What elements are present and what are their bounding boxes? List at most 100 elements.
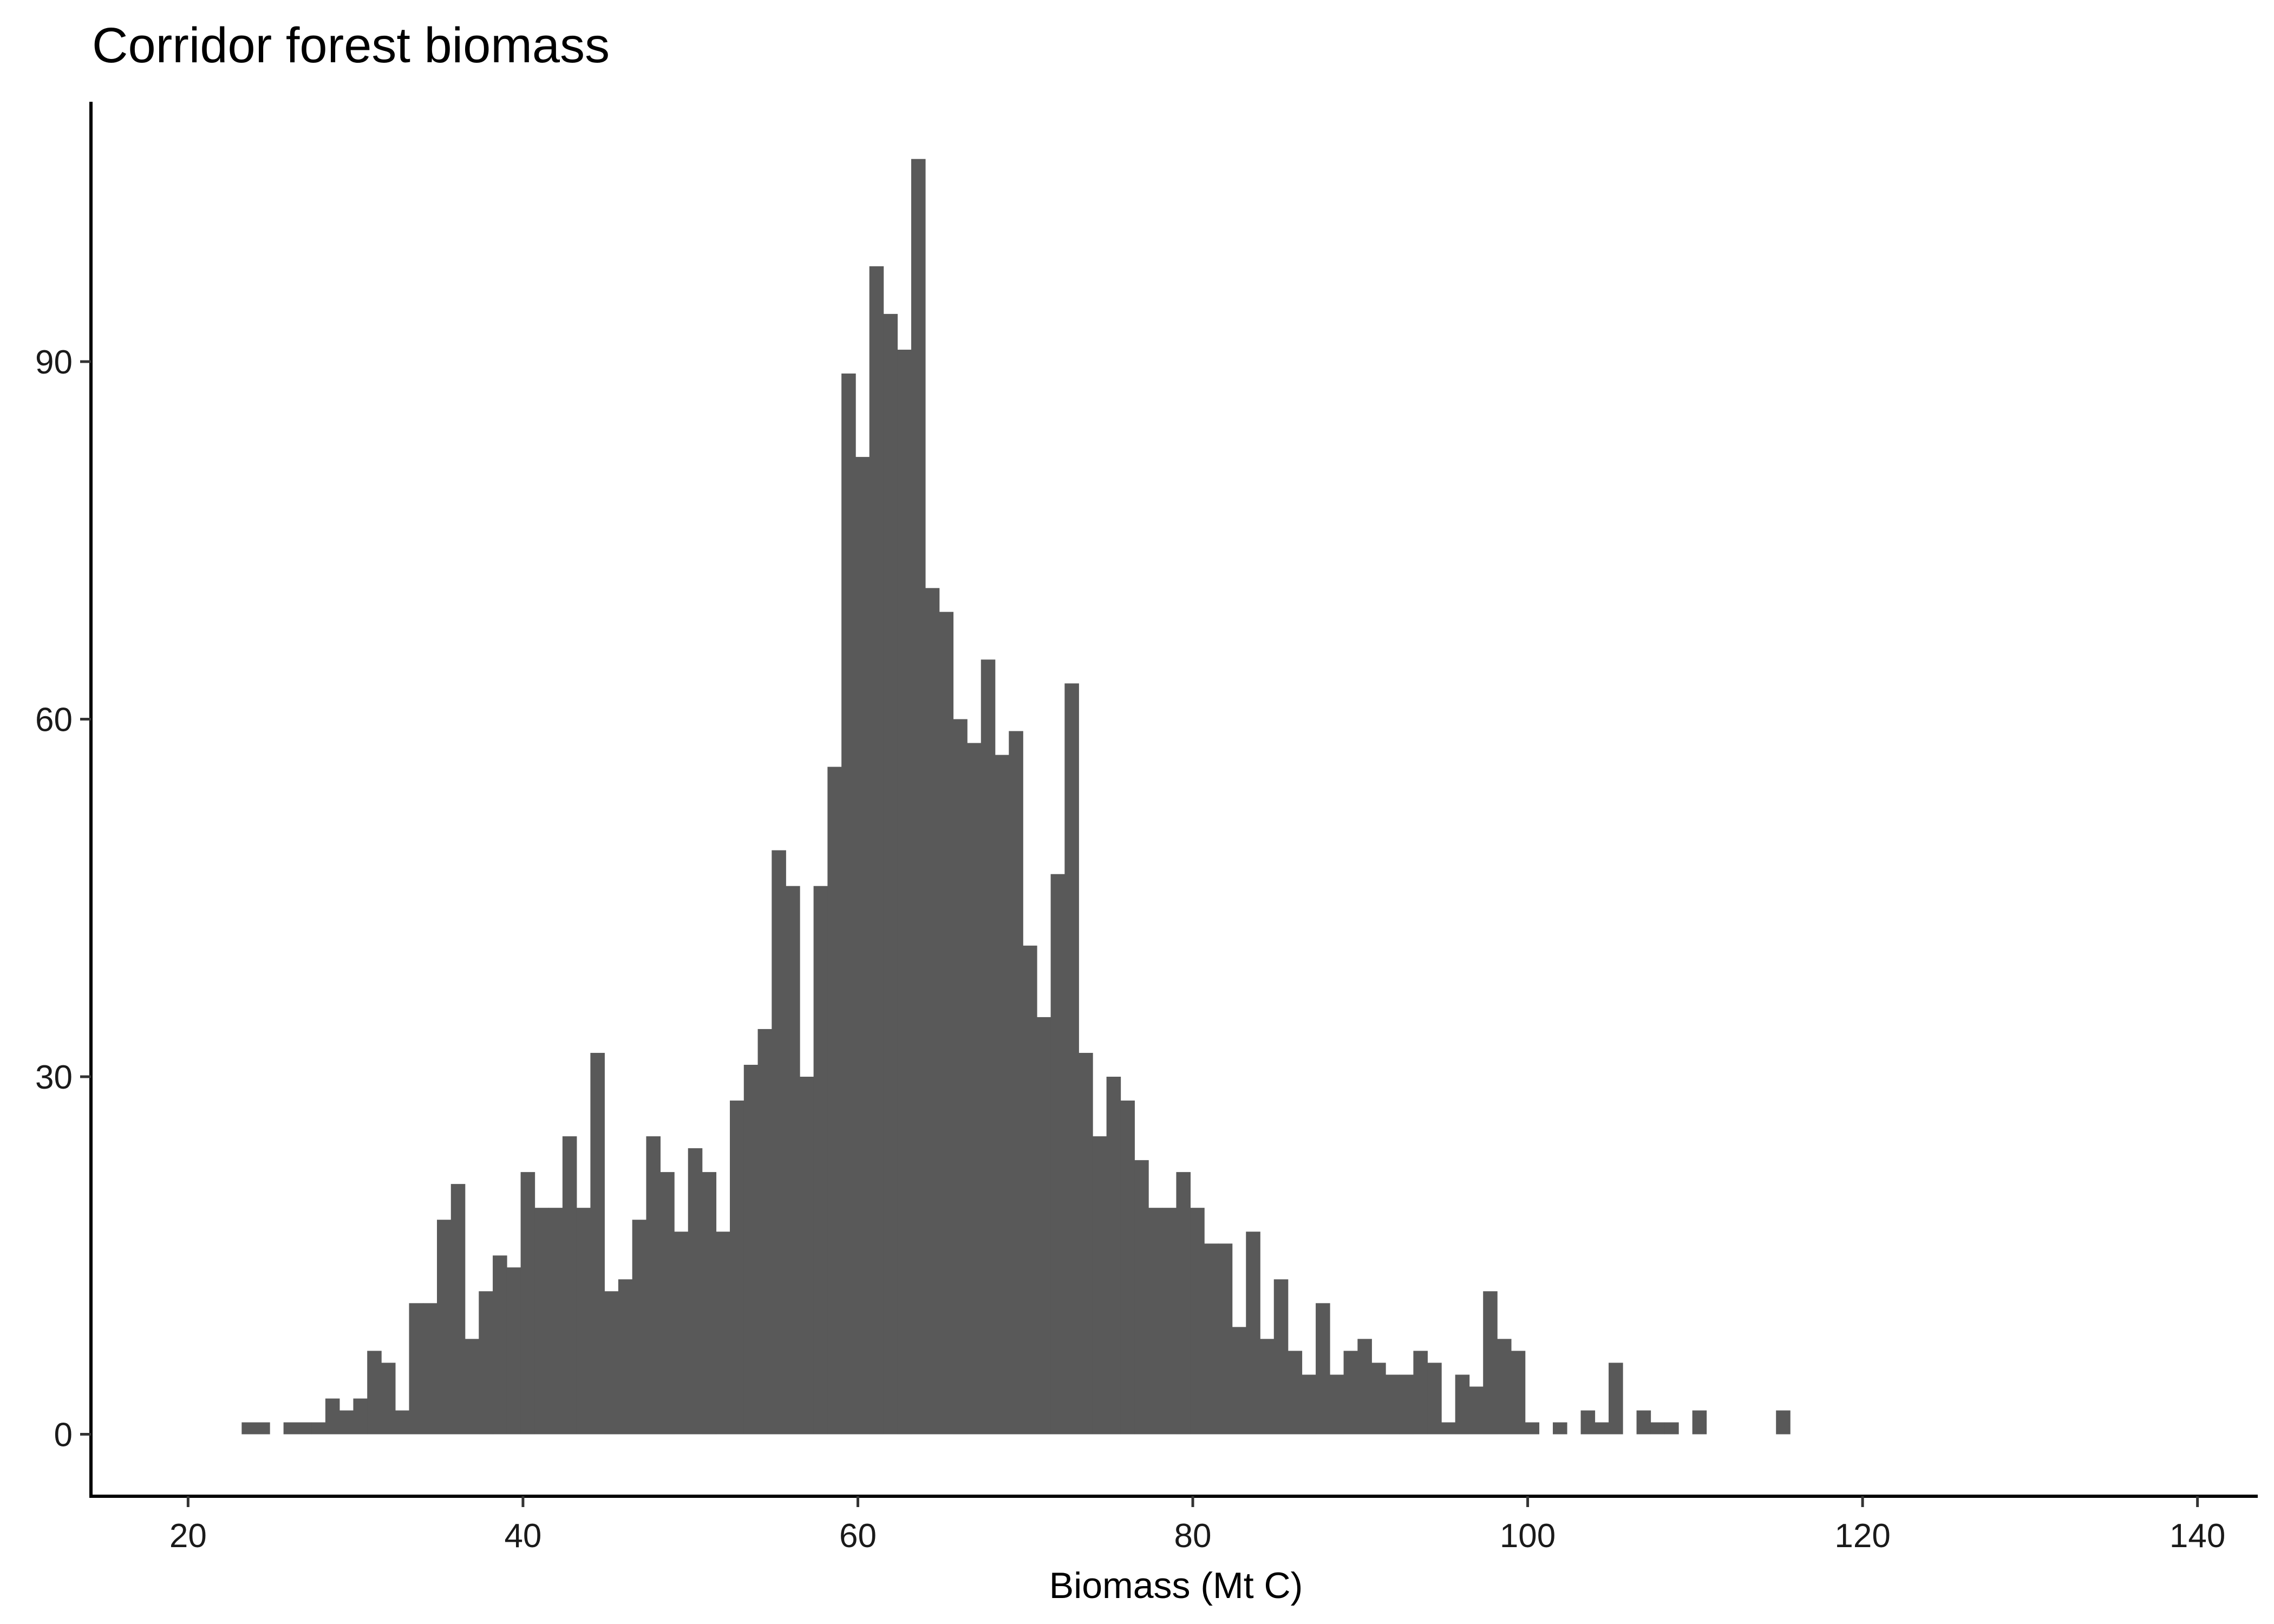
x-tick-label: 40 <box>504 1517 541 1555</box>
histogram-bar <box>646 1136 661 1435</box>
histogram-bar <box>311 1422 326 1435</box>
histogram-bar <box>548 1208 563 1435</box>
histogram-bar <box>799 1077 814 1435</box>
x-tick-label: 80 <box>1174 1517 1212 1555</box>
y-tick-label: 90 <box>35 344 73 381</box>
histogram-bar <box>562 1136 577 1435</box>
histogram-bar <box>465 1339 480 1435</box>
histogram-bar <box>1469 1386 1484 1435</box>
histogram-bar <box>855 457 870 1435</box>
histogram-bar <box>827 767 842 1435</box>
histogram-bar <box>1302 1374 1316 1435</box>
histogram-bar <box>786 886 800 1435</box>
y-tick-label: 30 <box>35 1059 73 1096</box>
histogram-bar <box>1176 1172 1191 1435</box>
histogram-bar <box>450 1184 466 1435</box>
histogram-bar <box>1609 1363 1623 1435</box>
histogram-bar <box>660 1172 675 1435</box>
histogram-bar <box>1260 1339 1275 1435</box>
histogram-bar <box>772 850 786 1435</box>
histogram-bar <box>1399 1374 1414 1435</box>
histogram-bar <box>897 349 912 1435</box>
histogram-bar <box>381 1363 396 1435</box>
histogram-bar <box>1343 1351 1358 1435</box>
histogram-bar <box>869 266 884 1435</box>
histogram-bar <box>911 159 926 1435</box>
histogram-bar <box>688 1148 703 1435</box>
histogram-bar <box>1357 1339 1372 1435</box>
histogram-bar <box>674 1232 689 1435</box>
histogram-bar <box>423 1303 437 1435</box>
histogram-bar <box>1316 1303 1330 1435</box>
histogram-bar <box>1497 1339 1512 1435</box>
histogram-bar <box>1273 1279 1289 1435</box>
histogram-bar <box>506 1267 521 1435</box>
histogram-bar <box>590 1052 605 1435</box>
histogram-bar <box>1204 1243 1219 1435</box>
histogram-bar <box>339 1410 354 1435</box>
histogram-bars <box>241 159 1791 1435</box>
histogram-bar <box>1023 945 1037 1435</box>
y-tick-label: 0 <box>54 1417 73 1454</box>
histogram-bar <box>1246 1232 1260 1435</box>
histogram-bar <box>730 1101 744 1435</box>
histogram-bar <box>953 719 968 1435</box>
histogram-bar <box>1525 1422 1540 1435</box>
x-axis-ticks: 20 40 60 80 100 120 140 <box>169 1496 2225 1555</box>
histogram-bar <box>1092 1136 1107 1435</box>
histogram-bar <box>1483 1291 1498 1435</box>
histogram-bar <box>1595 1422 1609 1435</box>
histogram-bar <box>702 1172 717 1435</box>
histogram-bar <box>1455 1374 1470 1435</box>
x-tick-label: 140 <box>2170 1517 2225 1555</box>
histogram-bar <box>1079 1052 1093 1435</box>
histogram-bar <box>534 1208 549 1435</box>
x-axis-title: Biomass (Mt C) <box>1049 1565 1303 1606</box>
x-tick-label: 60 <box>839 1517 877 1555</box>
histogram-bar <box>757 1029 773 1435</box>
histogram-bar <box>1120 1101 1135 1435</box>
histogram-bar <box>716 1232 730 1435</box>
histogram-bar <box>409 1303 424 1435</box>
histogram-bar <box>353 1398 368 1435</box>
histogram-bar <box>256 1422 270 1435</box>
histogram-bar <box>813 886 828 1435</box>
histogram-bar <box>1148 1208 1163 1435</box>
y-tick-label: 60 <box>35 701 73 738</box>
histogram-bar <box>925 588 940 1435</box>
histogram-bar <box>1650 1422 1665 1435</box>
histogram-bar <box>1036 1017 1051 1435</box>
histogram-bar <box>1288 1351 1303 1435</box>
histogram-bar <box>1385 1374 1400 1435</box>
histogram-bar <box>520 1172 535 1435</box>
histogram-bar <box>1413 1351 1428 1435</box>
histogram-bar <box>883 313 898 1435</box>
histogram-bar <box>981 659 996 1435</box>
x-tick-label: 120 <box>1834 1517 1890 1555</box>
histogram-bar <box>1553 1422 1567 1435</box>
histogram-bar <box>841 373 856 1435</box>
histogram-bar <box>939 612 954 1435</box>
histogram-bar <box>1664 1422 1679 1435</box>
histogram-bar <box>1511 1351 1526 1435</box>
x-tick-label: 100 <box>1500 1517 1556 1555</box>
histogram-bar <box>604 1291 619 1435</box>
histogram-bar <box>1050 874 1066 1435</box>
histogram-bar <box>1776 1410 1791 1435</box>
histogram-bar <box>1106 1077 1121 1435</box>
histogram-bar <box>1636 1410 1651 1435</box>
histogram-bar <box>395 1410 410 1435</box>
histogram-bar <box>1580 1410 1596 1435</box>
histogram-bar <box>493 1255 507 1435</box>
histogram-bar <box>967 743 982 1435</box>
histogram-bar <box>632 1220 647 1435</box>
histogram-bar <box>1441 1422 1456 1435</box>
histogram-bar <box>1190 1208 1205 1435</box>
histogram-bar <box>1371 1363 1386 1435</box>
histogram-bar <box>325 1398 340 1435</box>
histogram-bar <box>1009 731 1023 1435</box>
histogram-bar <box>367 1351 382 1435</box>
histogram-bar <box>1218 1243 1233 1435</box>
y-axis-ticks: 0 30 60 90 <box>35 344 91 1454</box>
